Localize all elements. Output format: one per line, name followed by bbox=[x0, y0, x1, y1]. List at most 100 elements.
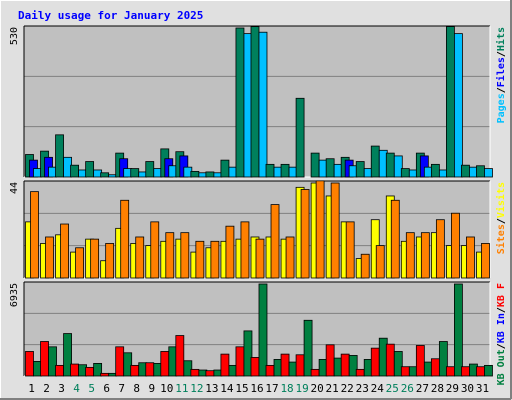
x-tick-label: 10 bbox=[160, 382, 173, 395]
bar-sites bbox=[120, 199, 130, 279]
bar-kb-f bbox=[446, 366, 455, 377]
bar-sites bbox=[345, 221, 355, 279]
bar-kb-f bbox=[145, 362, 155, 377]
bars bbox=[25, 283, 493, 377]
x-tick-label: 26 bbox=[401, 382, 414, 395]
bar-pages bbox=[258, 31, 268, 178]
bar-kb-out bbox=[258, 283, 268, 377]
bar-kb-out bbox=[454, 283, 463, 377]
bar-sites bbox=[375, 245, 385, 279]
y-max-label: 6935 bbox=[9, 283, 20, 307]
legend-entry: KB F bbox=[496, 283, 507, 307]
bar-sites bbox=[481, 243, 490, 279]
legend-separator: / bbox=[496, 343, 507, 349]
bar-sites bbox=[466, 236, 475, 279]
x-tick-label: 9 bbox=[148, 382, 155, 395]
x-tick-label: 29 bbox=[446, 382, 459, 395]
bar-pages bbox=[393, 155, 403, 178]
bar-kb-out bbox=[48, 346, 57, 377]
bar-kb-out bbox=[303, 319, 313, 377]
x-tick-label: 17 bbox=[265, 382, 278, 395]
x-tick-label: 20 bbox=[311, 382, 324, 395]
x-tick-label: 25 bbox=[386, 382, 399, 395]
bar-hits bbox=[85, 161, 95, 178]
bar-kb-f bbox=[430, 358, 440, 377]
bar-hits bbox=[355, 161, 365, 178]
bar-sites bbox=[180, 232, 190, 279]
bar-hits bbox=[130, 168, 140, 178]
bar-hits bbox=[385, 152, 395, 178]
x-tick-label: 23 bbox=[356, 382, 369, 395]
bar-hits bbox=[430, 163, 440, 178]
bars bbox=[25, 180, 490, 279]
x-tick-label: 3 bbox=[58, 382, 65, 395]
bar-kb-out bbox=[123, 352, 133, 377]
x-tick-label: 1 bbox=[28, 382, 35, 395]
legend-separator: / bbox=[496, 307, 507, 313]
bar-hits bbox=[446, 26, 455, 178]
bar-sites bbox=[420, 232, 430, 279]
bar-hits bbox=[370, 145, 380, 178]
bar-kb-f bbox=[400, 366, 410, 377]
bar-sites bbox=[225, 225, 235, 279]
x-tick-label: 27 bbox=[416, 382, 429, 395]
x-tick-label: 28 bbox=[431, 382, 444, 395]
legend-entry: Pages bbox=[496, 93, 507, 123]
x-tick-label: 21 bbox=[326, 382, 339, 395]
bar-hits bbox=[325, 158, 335, 178]
bar-hits bbox=[55, 134, 64, 178]
bar-hits bbox=[220, 159, 230, 178]
panel-kb: 6935 KB Out/KB In/KB F bbox=[9, 281, 507, 385]
bars bbox=[25, 26, 493, 178]
bar-sites bbox=[315, 180, 325, 279]
bar-hits bbox=[461, 164, 470, 178]
bar-kb-out bbox=[393, 351, 403, 377]
panel-visits-sites: 44 Sites/Visits bbox=[9, 180, 507, 279]
bar-kb-f bbox=[25, 351, 34, 377]
bar-sites bbox=[30, 191, 39, 279]
bar-kb-f bbox=[190, 368, 200, 377]
x-tick-label: 11 bbox=[175, 382, 188, 395]
bar-sites bbox=[330, 182, 340, 279]
x-tick-label: 7 bbox=[118, 382, 125, 395]
bar-kb-out bbox=[63, 333, 72, 377]
x-tick-label: 8 bbox=[133, 382, 140, 395]
x-tick-label: 30 bbox=[461, 382, 474, 395]
bar-hits bbox=[280, 163, 290, 178]
legend-entry: Files bbox=[495, 57, 507, 87]
x-tick-label: 13 bbox=[205, 382, 218, 395]
x-tick-label: 5 bbox=[88, 382, 95, 395]
x-tick-label: 24 bbox=[371, 382, 385, 395]
bar-kb-f bbox=[70, 363, 79, 377]
legend-entry: KB In bbox=[496, 313, 507, 343]
bar-kb-f bbox=[40, 341, 49, 377]
bar-kb-f bbox=[265, 364, 275, 377]
bar-kb-f bbox=[205, 370, 215, 377]
bar-kb-f bbox=[325, 344, 335, 377]
bar-sites bbox=[60, 223, 69, 279]
x-tick-label: 6 bbox=[103, 382, 110, 395]
bar-kb-f bbox=[100, 372, 110, 377]
bar-pages bbox=[454, 33, 463, 178]
bar-hits bbox=[265, 163, 275, 178]
bar-sites bbox=[45, 236, 54, 279]
bar-hits bbox=[250, 26, 260, 178]
bar-sites bbox=[210, 240, 220, 279]
bar-kb-f bbox=[461, 366, 470, 377]
bar-kb-f bbox=[55, 364, 64, 377]
bar-kb-f bbox=[280, 353, 290, 377]
bar-kb-f bbox=[115, 346, 125, 377]
bar-kb-f bbox=[476, 366, 485, 377]
bar-sites bbox=[195, 240, 205, 279]
bar-kb-f bbox=[235, 346, 245, 377]
bar-kb-f bbox=[130, 364, 140, 377]
x-tick-label: 16 bbox=[250, 382, 263, 395]
bar-sites bbox=[451, 212, 460, 279]
bar-sites bbox=[135, 236, 145, 279]
bar-kb-out bbox=[348, 355, 358, 377]
legend: KB Out/KB In/KB F bbox=[496, 283, 507, 385]
legend: Pages/Files/Hits bbox=[495, 27, 507, 123]
x-axis-labels: 1 2 3 4 5 6 7 8 9 10 11 12 13 14 15 16 17 18 19 20 21 22 23 24 2… bbox=[28, 382, 489, 395]
bar-hits bbox=[100, 172, 110, 178]
